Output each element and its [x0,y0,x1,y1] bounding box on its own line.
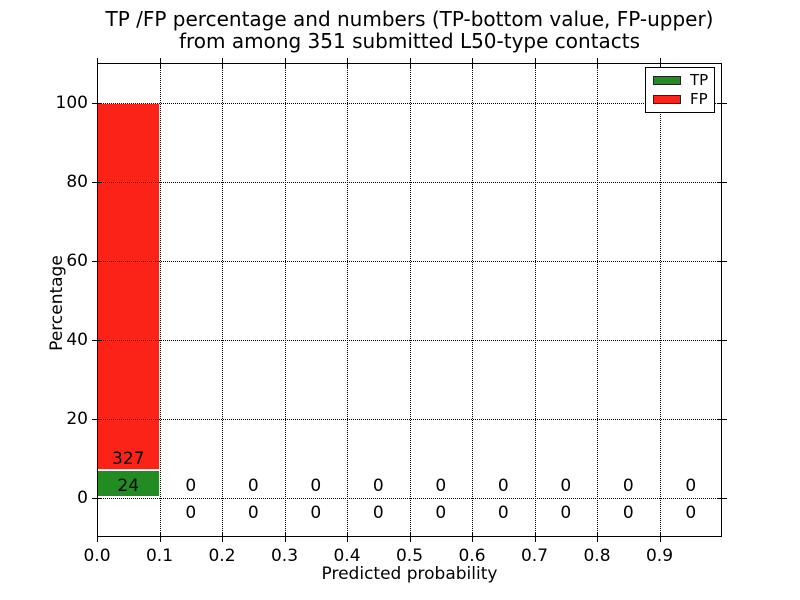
fp-count-label: 0 [247,476,259,497]
fp-count-label: 327 [112,449,145,470]
x-tick-bottom [347,532,348,542]
legend-swatch-fp [653,95,681,105]
y-tick-left [92,339,102,341]
y-axis-label: Percentage [47,255,67,351]
vertical-gridline [409,63,411,537]
tp-count-label: 0 [185,502,197,523]
x-tick-bottom [472,532,473,542]
x-tick-label: 0.0 [83,546,111,566]
tp-count-label: 0 [435,502,447,523]
vertical-gridline [222,63,223,537]
x-tick-label: 0.5 [395,546,424,566]
x-tick-bottom [159,532,161,542]
x-tick-label: 0.1 [145,546,174,566]
tp-count-label: 0 [497,502,509,523]
legend-label: FP [690,90,708,109]
vertical-gridline [597,63,598,537]
fp-count-label: 0 [685,476,697,497]
vertical-gridline [534,63,536,537]
fp-count-label: 0 [497,476,509,497]
x-tick-label: 0.2 [208,546,236,566]
chart-title: TP /FP percentage and numbers (TP-bottom… [97,8,722,52]
y-tick-label: 20 [66,408,88,429]
x-tick-top [597,58,598,68]
vertical-gridline [659,63,661,537]
x-tick-label: 0.6 [458,546,486,566]
y-tick-left [92,102,102,104]
x-axis-label: Predicted probability [321,564,498,584]
chart-title-line-1: TP /FP percentage and numbers (TP-bottom… [105,7,714,31]
legend-label: TP [690,70,709,89]
x-tick-bottom [409,532,411,542]
y-tick-right [717,418,727,420]
y-tick-right [717,102,727,104]
y-tick-right [717,339,727,341]
x-tick-top [97,58,98,68]
tp-count-label: 0 [247,502,259,523]
legend-swatch-tp [653,75,681,85]
x-tick-top [409,58,411,68]
x-tick-label: 0.3 [270,546,299,566]
legend-entry-tp: TP [646,70,714,89]
x-tick-label: 0.8 [583,546,611,566]
x-tick-bottom [284,532,286,542]
y-tick-label: 100 [55,92,88,113]
tp-count-label: 0 [622,502,634,523]
y-tick-label: 0 [77,487,88,508]
x-tick-bottom [659,532,661,542]
legend-entry-fp: FP [646,92,714,107]
y-tick-left [92,260,102,262]
fp-count-label: 0 [622,476,634,497]
bar-segment-fp [97,102,160,471]
y-tick-left [92,181,102,183]
x-tick-top [659,58,661,68]
x-tick-label: 0.7 [520,546,549,566]
x-tick-bottom [97,532,98,542]
tp-count-label: 0 [560,502,572,523]
y-tick-label: 40 [66,329,88,350]
vertical-gridline [284,63,286,537]
tp-count-label: 0 [372,502,384,523]
fp-count-label: 0 [435,476,447,497]
x-tick-top [347,58,348,68]
x-tick-label: 0.4 [333,546,361,566]
fp-count-label: 0 [372,476,384,497]
vertical-gridline [159,63,161,537]
x-tick-top [159,58,161,68]
tp-count-label: 0 [685,502,697,523]
vertical-gridline [472,63,473,537]
y-tick-right [717,260,727,262]
fp-count-label: 0 [185,476,197,497]
x-tick-bottom [222,532,223,542]
vertical-gridline [347,63,348,537]
y-tick-label: 60 [66,250,88,271]
x-tick-label: 0.9 [645,546,674,566]
plot-frame [97,63,722,537]
x-tick-bottom [534,532,536,542]
x-tick-top [472,58,473,68]
tp-count-label: 0 [310,502,322,523]
y-tick-label: 80 [66,171,88,192]
legend: TP FP [645,67,715,113]
y-tick-right [717,497,727,499]
y-tick-right [717,181,727,183]
y-tick-left [92,418,102,420]
fp-count-label: 0 [560,476,572,497]
fp-count-label: 0 [310,476,322,497]
tp-count-label: 24 [117,475,140,496]
x-tick-top [284,58,286,68]
x-tick-top [222,58,223,68]
chart-title-line-2: from among 351 submitted L50-type contac… [178,29,641,53]
y-tick-left [92,497,102,499]
x-tick-top [534,58,536,68]
x-tick-bottom [597,532,598,542]
